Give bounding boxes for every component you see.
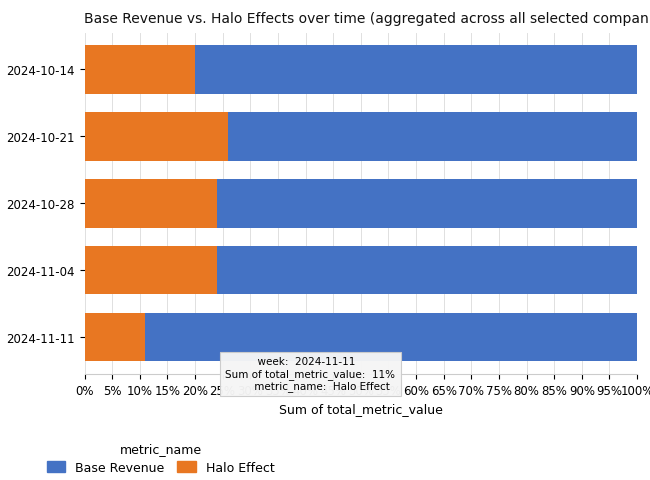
Bar [228,113,637,161]
Legend: Base Revenue, Halo Effect: Base Revenue, Halo Effect [47,442,274,474]
Bar [84,113,228,161]
Text: Base Revenue vs. Halo Effects over time (aggregated across all selected companie: Base Revenue vs. Halo Effects over time … [84,12,650,25]
Bar [84,180,217,228]
Bar [84,247,217,295]
X-axis label: Sum of total_metric_value: Sum of total_metric_value [279,403,443,416]
Bar [217,247,637,295]
Bar [146,313,637,362]
Bar [217,180,637,228]
Bar [84,313,146,362]
Text: week:  2024-11-11
Sum of total_metric_value:  11%
         metric_name:  Halo Ef: week: 2024-11-11 Sum of total_metric_val… [226,356,395,391]
Bar [195,46,637,95]
Bar [84,46,195,95]
